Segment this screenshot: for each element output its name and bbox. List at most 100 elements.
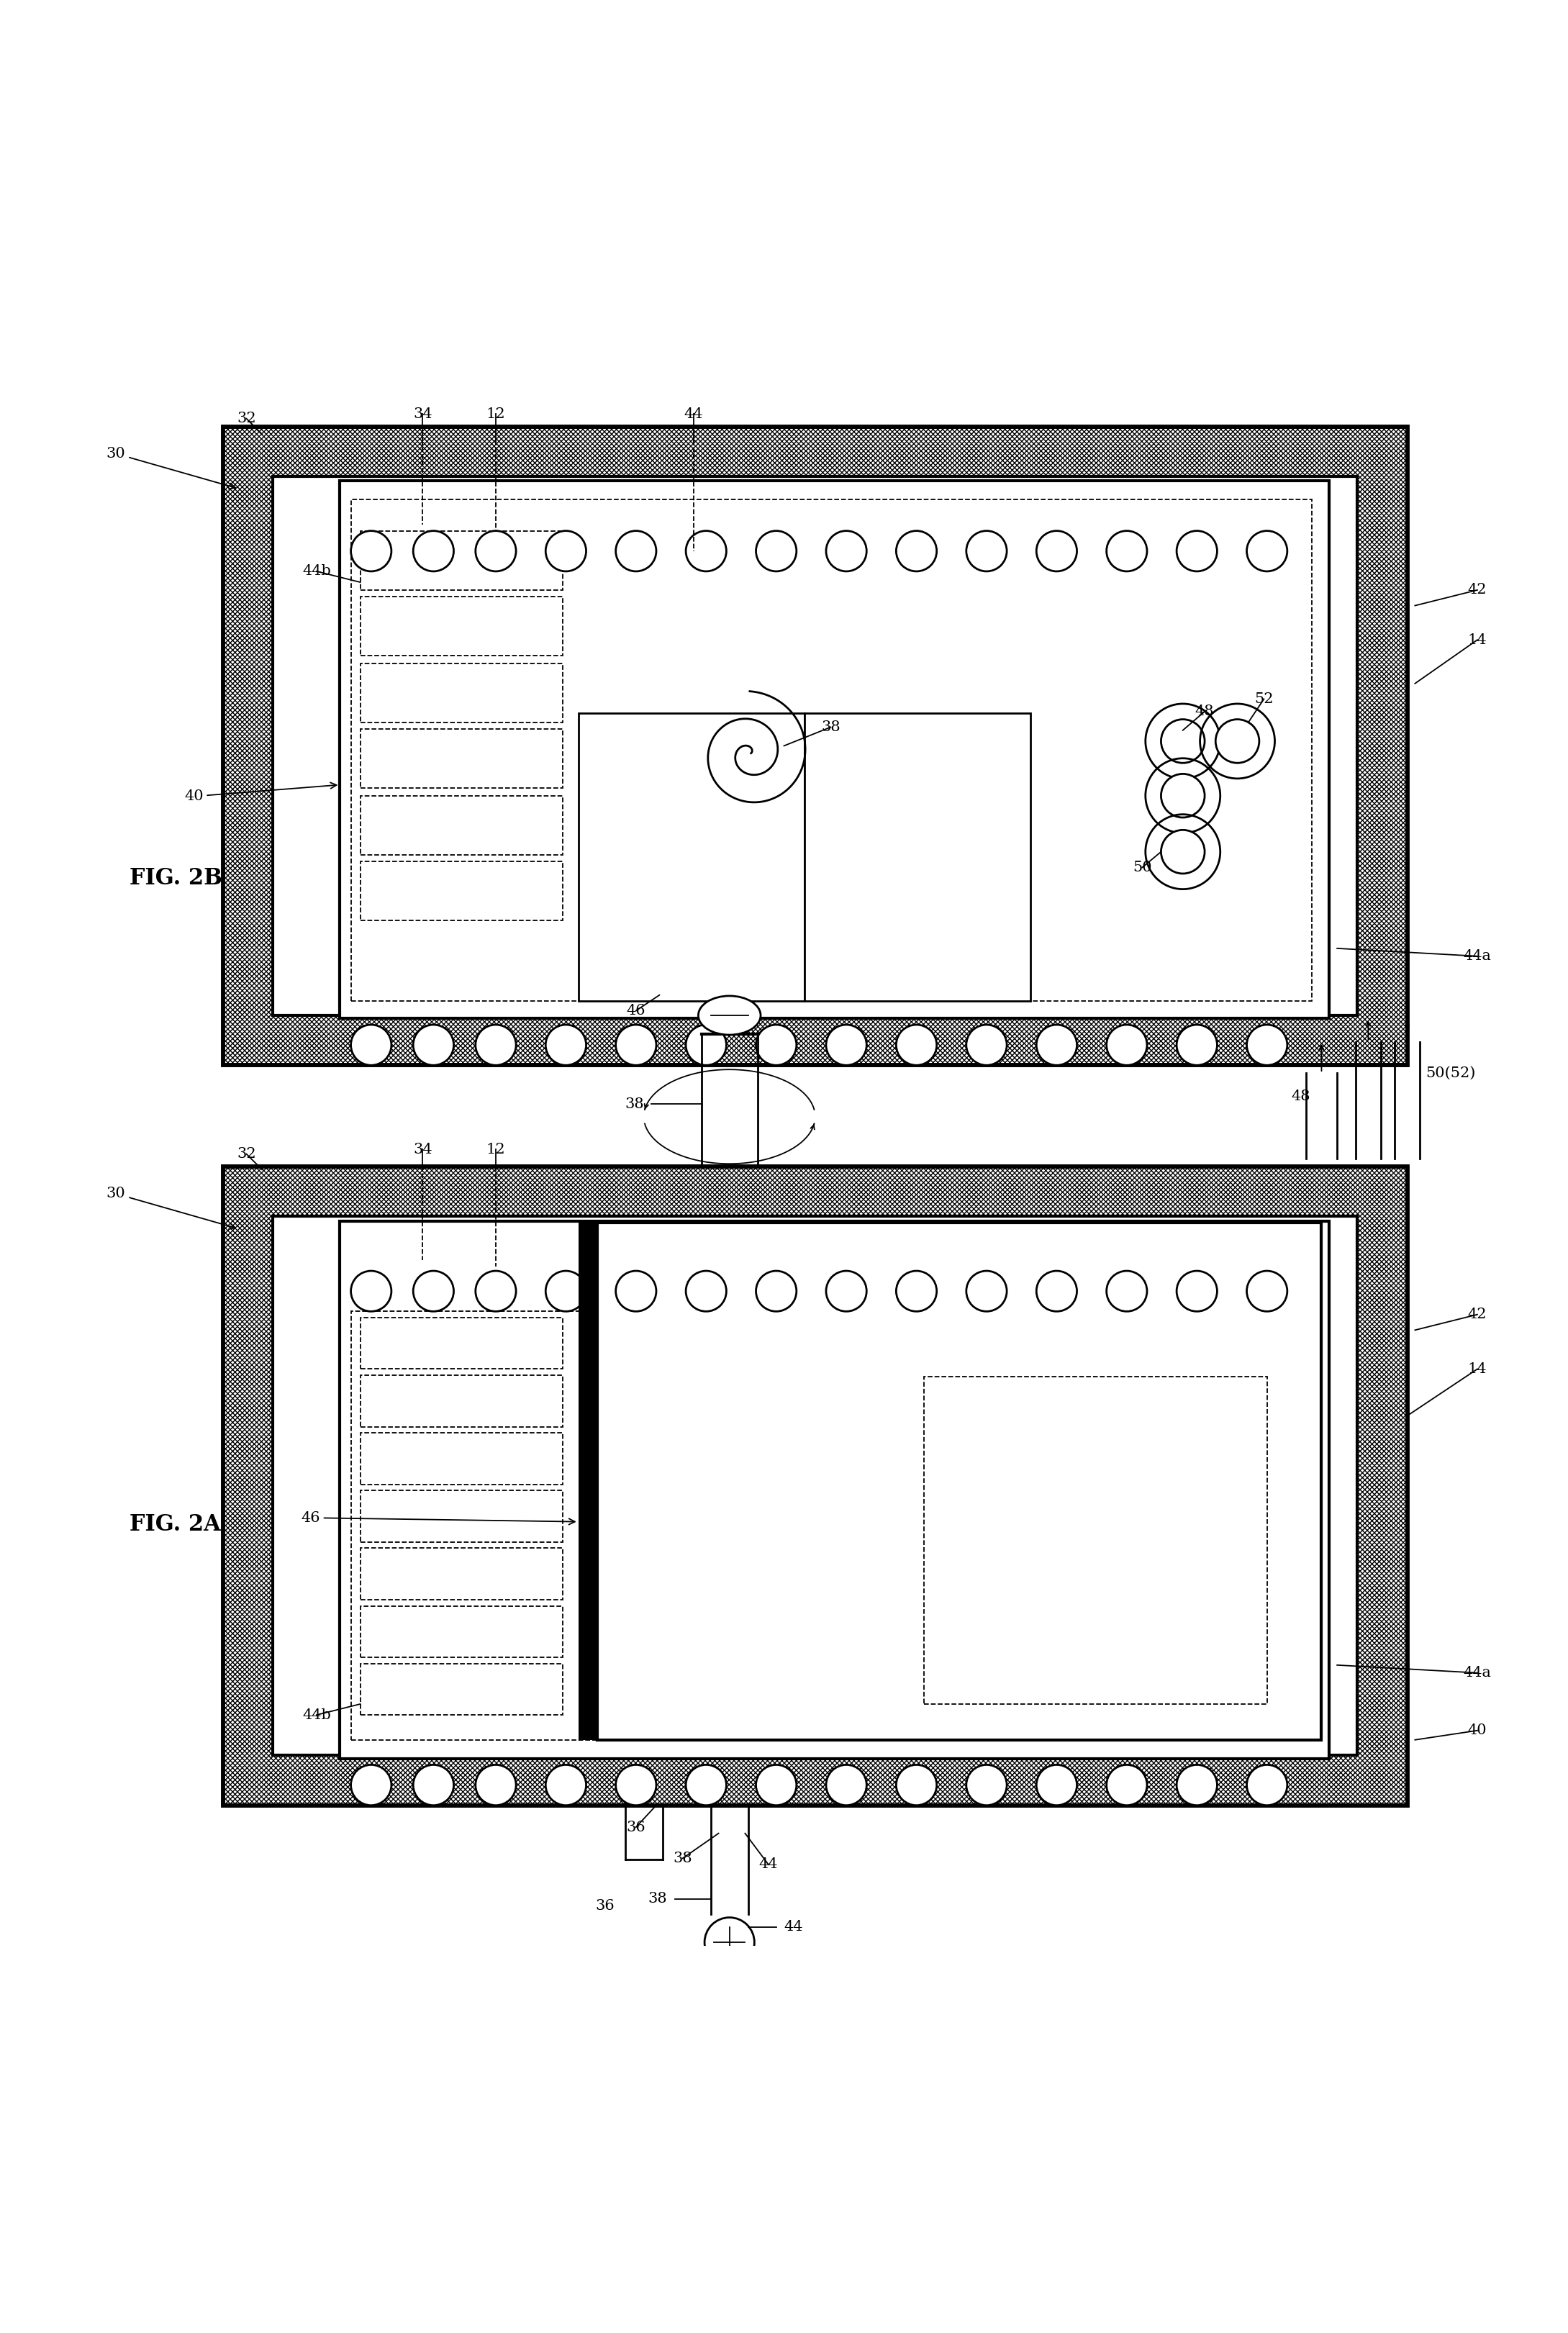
Text: FIG. 2A: FIG. 2A <box>130 1514 221 1535</box>
Text: 46: 46 <box>627 1003 646 1017</box>
Circle shape <box>826 532 867 572</box>
Text: 44: 44 <box>759 1857 778 1871</box>
Circle shape <box>756 1024 797 1066</box>
Text: 48: 48 <box>1292 1090 1311 1104</box>
Bar <box>361 1432 563 1484</box>
Circle shape <box>1247 1271 1287 1311</box>
Circle shape <box>351 1271 392 1311</box>
Circle shape <box>351 1764 392 1806</box>
Circle shape <box>616 532 657 572</box>
Circle shape <box>1107 532 1148 572</box>
Text: 30: 30 <box>107 1187 235 1229</box>
Circle shape <box>546 532 586 572</box>
Circle shape <box>1036 532 1077 572</box>
Circle shape <box>414 1764 453 1806</box>
Circle shape <box>826 1024 867 1066</box>
Circle shape <box>546 1271 586 1311</box>
Circle shape <box>685 1271 726 1311</box>
Circle shape <box>1160 775 1204 817</box>
Circle shape <box>546 1764 586 1806</box>
Text: 52: 52 <box>1254 693 1273 707</box>
Bar <box>804 714 1030 1001</box>
Circle shape <box>1215 719 1259 763</box>
Circle shape <box>704 1918 754 1967</box>
Text: 40: 40 <box>1468 1724 1486 1738</box>
Circle shape <box>1036 1024 1077 1066</box>
Bar <box>223 1166 1406 1806</box>
Circle shape <box>966 1024 1007 1066</box>
Text: 50(52): 50(52) <box>1425 1066 1475 1080</box>
Text: 44b: 44b <box>303 1708 331 1722</box>
Bar <box>361 1318 563 1369</box>
Text: 38: 38 <box>648 1892 666 1906</box>
Bar <box>361 597 563 656</box>
Text: 40: 40 <box>183 782 337 803</box>
Circle shape <box>1176 1764 1217 1806</box>
Circle shape <box>966 1271 1007 1311</box>
Circle shape <box>475 1024 516 1066</box>
Text: FIG. 2B: FIG. 2B <box>130 868 223 889</box>
Circle shape <box>1160 831 1204 873</box>
Circle shape <box>475 1764 516 1806</box>
Circle shape <box>685 532 726 572</box>
Circle shape <box>414 1024 453 1066</box>
Bar <box>361 532 563 590</box>
Text: 44: 44 <box>684 408 702 420</box>
Text: 30: 30 <box>107 448 235 490</box>
Circle shape <box>546 1024 586 1066</box>
Circle shape <box>826 1271 867 1311</box>
Circle shape <box>1107 1024 1148 1066</box>
Circle shape <box>1036 1764 1077 1806</box>
Circle shape <box>1176 1024 1217 1066</box>
Text: 44b: 44b <box>303 565 331 579</box>
Circle shape <box>616 1024 657 1066</box>
Bar <box>361 1549 563 1600</box>
Circle shape <box>826 1764 867 1806</box>
Bar <box>924 1376 1267 1703</box>
Text: 34: 34 <box>412 408 433 420</box>
Circle shape <box>1160 719 1204 763</box>
Text: 44a: 44a <box>1463 1666 1491 1680</box>
Text: 46: 46 <box>301 1512 575 1523</box>
Circle shape <box>351 1024 392 1066</box>
Bar <box>361 663 563 723</box>
Text: 50: 50 <box>1132 861 1152 875</box>
Text: 36: 36 <box>596 1899 615 1913</box>
Circle shape <box>966 1764 1007 1806</box>
Circle shape <box>897 1764 936 1806</box>
Text: 14: 14 <box>1468 1362 1486 1376</box>
Bar <box>361 1605 563 1656</box>
Circle shape <box>1107 1764 1148 1806</box>
Circle shape <box>966 532 1007 572</box>
Circle shape <box>1107 1271 1148 1311</box>
Ellipse shape <box>698 996 760 1036</box>
Text: 36: 36 <box>626 1820 646 1834</box>
Circle shape <box>685 1764 726 1806</box>
Circle shape <box>414 1271 453 1311</box>
Text: 12: 12 <box>486 408 505 420</box>
Circle shape <box>475 1271 516 1311</box>
Circle shape <box>756 532 797 572</box>
Text: 14: 14 <box>1468 632 1486 646</box>
Text: 32: 32 <box>237 1148 256 1162</box>
Circle shape <box>897 532 936 572</box>
Bar <box>361 796 563 854</box>
Circle shape <box>897 1271 936 1311</box>
Circle shape <box>1247 1764 1287 1806</box>
Text: 42: 42 <box>1468 583 1486 597</box>
Circle shape <box>1247 1024 1287 1066</box>
Bar <box>351 1311 1312 1740</box>
Circle shape <box>756 1764 797 1806</box>
Text: 32: 32 <box>237 413 256 425</box>
Text: 34: 34 <box>412 1143 433 1157</box>
Circle shape <box>685 1024 726 1066</box>
Bar <box>361 1491 563 1542</box>
Circle shape <box>475 532 516 572</box>
Text: 38: 38 <box>624 1097 644 1111</box>
Bar <box>223 427 1406 1066</box>
Text: 44a: 44a <box>1463 950 1491 964</box>
Circle shape <box>351 532 392 572</box>
Bar <box>273 1215 1358 1754</box>
Bar <box>597 1222 1322 1740</box>
Circle shape <box>1176 532 1217 572</box>
